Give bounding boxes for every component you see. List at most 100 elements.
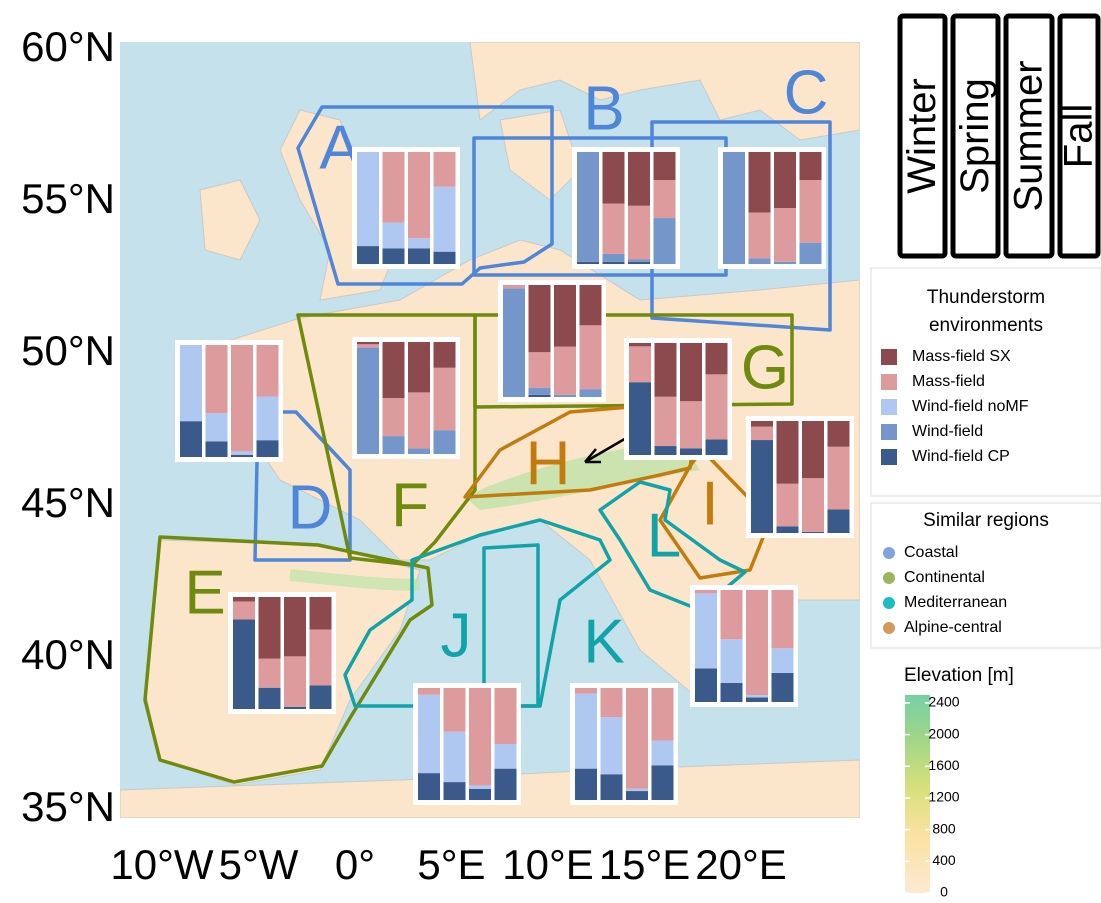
bar-segment bbox=[443, 782, 466, 800]
bar-segment bbox=[418, 694, 440, 774]
bar-segment bbox=[528, 394, 551, 397]
region-outline bbox=[143, 535, 434, 784]
bar-segment bbox=[776, 483, 799, 527]
bar-segment bbox=[651, 688, 674, 741]
bar-segment bbox=[256, 345, 279, 397]
region-label: G bbox=[741, 333, 789, 402]
bar-segment bbox=[382, 248, 405, 264]
lat-label: 45°N bbox=[21, 479, 115, 526]
bar-segment bbox=[357, 152, 379, 247]
colorbar-label: 2400 bbox=[928, 694, 959, 710]
bar-segment bbox=[748, 152, 771, 213]
lon-label: 0° bbox=[335, 841, 375, 888]
bar-segment bbox=[408, 392, 430, 449]
legend-label: Wind-field bbox=[912, 423, 983, 440]
legend-label: Wind-field CP bbox=[912, 448, 1010, 465]
bar-segment bbox=[258, 687, 281, 709]
bar-segment bbox=[233, 601, 255, 620]
lon-label: 20°E bbox=[695, 841, 787, 888]
colorbar-title: Elevation [m] bbox=[904, 665, 1014, 686]
region-label: C bbox=[784, 58, 829, 127]
legend-dot bbox=[883, 597, 895, 609]
bar-segment bbox=[554, 394, 576, 397]
bar-segment bbox=[382, 222, 405, 249]
bar-segment bbox=[602, 253, 625, 262]
bar-segment bbox=[695, 668, 717, 702]
bar-segment bbox=[231, 454, 253, 457]
bar-segment bbox=[799, 152, 822, 180]
bar-segment bbox=[654, 343, 677, 397]
season-box bbox=[1003, 13, 1055, 259]
bar-segment bbox=[776, 421, 799, 484]
legend-title: environments bbox=[929, 315, 1043, 336]
bar-segment bbox=[443, 731, 466, 783]
bar-segment bbox=[418, 773, 440, 800]
legend-label: Mediterranean bbox=[904, 594, 1007, 611]
bar-segment bbox=[408, 238, 430, 249]
legend-label: Continental bbox=[904, 569, 985, 586]
bar-segment bbox=[680, 401, 702, 449]
bar-segment bbox=[695, 590, 717, 594]
bar-segment bbox=[528, 388, 551, 395]
bar-segment bbox=[799, 242, 822, 264]
region-outline bbox=[253, 410, 352, 562]
lat-label: 50°N bbox=[21, 327, 115, 374]
bar-segment bbox=[600, 688, 623, 718]
colorbar-label: 0 bbox=[940, 884, 948, 900]
bar-segment bbox=[827, 446, 850, 510]
bar-segment bbox=[382, 342, 405, 398]
bar-segment bbox=[628, 152, 650, 206]
bar-segment bbox=[284, 656, 306, 707]
colorbar-label: 800 bbox=[932, 820, 956, 836]
bar-segment bbox=[705, 439, 728, 455]
season-label: Spring bbox=[953, 78, 997, 194]
bar-segment bbox=[503, 285, 525, 289]
legend-swatch bbox=[881, 449, 897, 465]
colorbar bbox=[905, 695, 930, 893]
colorbar-label: 2000 bbox=[928, 725, 959, 741]
bar-segment bbox=[653, 218, 676, 264]
bar-segment bbox=[180, 345, 202, 422]
inset-chart bbox=[413, 683, 521, 805]
region-outline bbox=[473, 313, 794, 409]
inset-chart bbox=[228, 592, 336, 714]
land bbox=[199, 179, 261, 261]
bar-segment bbox=[205, 441, 228, 457]
inset-chart bbox=[624, 338, 732, 460]
region-label: E bbox=[184, 558, 225, 627]
bar-segment bbox=[231, 345, 253, 452]
region-outline bbox=[472, 136, 728, 277]
bar-segment bbox=[720, 639, 743, 683]
bar-segment bbox=[469, 688, 491, 786]
bar-segment bbox=[746, 697, 768, 702]
region-outline bbox=[598, 480, 747, 612]
bar-segment bbox=[180, 421, 202, 457]
bar-segment bbox=[357, 246, 379, 264]
bar-segment bbox=[653, 152, 676, 180]
inset-chart bbox=[690, 585, 798, 707]
legend-swatch bbox=[881, 349, 897, 365]
bar-segment bbox=[433, 342, 456, 368]
bar-segment bbox=[309, 685, 332, 709]
bar-segment bbox=[494, 744, 517, 769]
inset-chart bbox=[352, 147, 460, 269]
bar-segment bbox=[433, 152, 456, 187]
bar-segment bbox=[720, 590, 743, 640]
bar-segment bbox=[575, 688, 597, 694]
season-box bbox=[897, 13, 948, 259]
colorbar-label: 1200 bbox=[928, 789, 959, 805]
bar-segment bbox=[774, 261, 796, 264]
lon-label: 5°E bbox=[417, 841, 485, 888]
bar-segment bbox=[233, 597, 255, 602]
bar-segment bbox=[602, 261, 625, 264]
legend-swatch bbox=[881, 374, 897, 390]
legend-swatch bbox=[881, 424, 897, 440]
bar-segment bbox=[579, 285, 602, 326]
bar-segment bbox=[629, 343, 651, 347]
legend-swatch bbox=[881, 399, 897, 415]
bar-segment bbox=[258, 658, 281, 688]
bar-segment bbox=[680, 448, 702, 455]
bar-segment bbox=[705, 374, 728, 440]
bar-segment bbox=[626, 788, 648, 792]
bar-segment bbox=[746, 695, 768, 698]
